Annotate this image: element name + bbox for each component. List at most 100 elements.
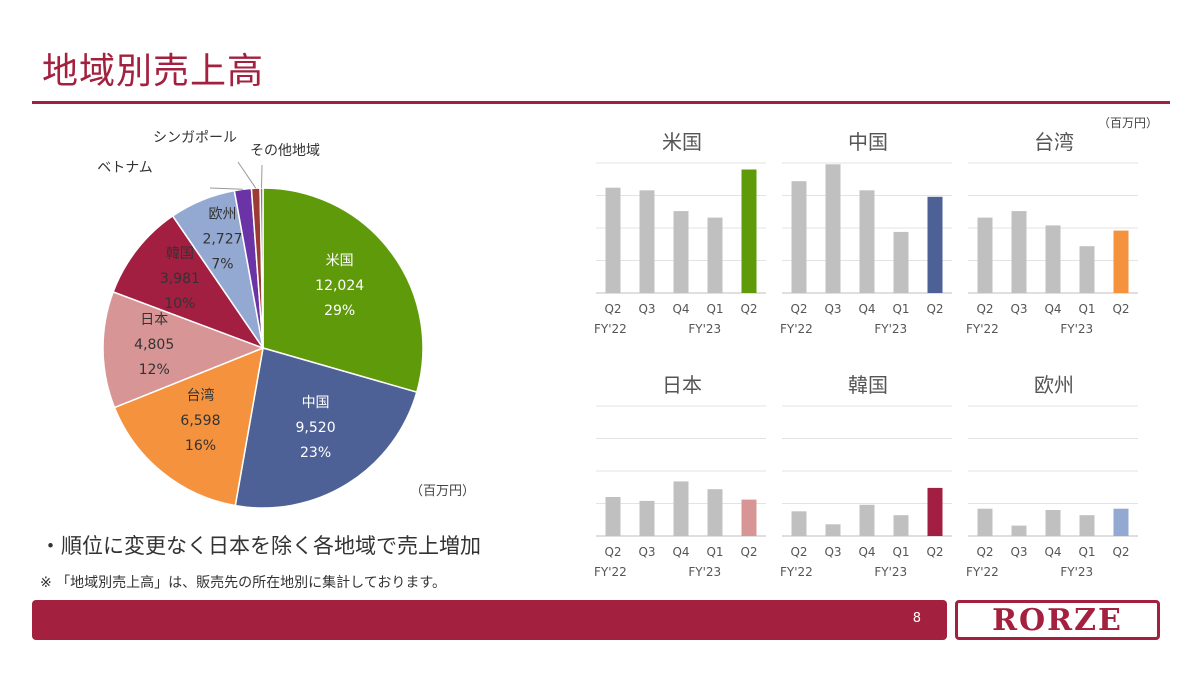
bar — [707, 489, 723, 536]
x-tick-label: Q3 — [1010, 545, 1027, 559]
bar — [605, 187, 621, 293]
x-tick-label: Q2 — [976, 545, 993, 559]
bar — [605, 497, 621, 536]
bar-chart-taiwan: 台湾 Q2 Q3 Q4 Q1 Q2 FY'22 FY'23 — [966, 125, 1142, 365]
company-logo: RORZE — [955, 600, 1160, 640]
pie-slice-1 — [234, 347, 418, 509]
pie-label-1-2: 23% — [300, 445, 331, 461]
pie-label-0-0: 米国 — [326, 253, 354, 269]
x-tick-label: Q3 — [638, 302, 655, 316]
x-tick-label: Q4 — [672, 545, 689, 559]
pie-label-5-1: 2,727 — [202, 232, 242, 248]
bar-chart-korea-svg: 韓国 Q2 Q3 Q4 Q1 Q2 FY'22 FY'23 — [780, 373, 952, 579]
x-tick-label: Q1 — [892, 302, 909, 316]
x-tick-label: Q2 — [1112, 545, 1129, 559]
x-tick-label: Q3 — [824, 545, 841, 559]
bar — [673, 211, 689, 293]
pie-slice-0 — [262, 187, 424, 394]
pie-slice-8 — [259, 187, 264, 349]
x-tick-label: Q4 — [1044, 545, 1061, 559]
pie-chart: 米国 12,024 29% 中国 9,520 23% 台湾 6,598 16% 日本 4,805 12… — [97, 130, 424, 509]
fy-label: FY'23 — [688, 322, 721, 336]
bar — [791, 181, 807, 293]
fy-label: FY'23 — [688, 565, 721, 579]
x-tick-label: Q2 — [1112, 302, 1129, 316]
pie-callout-line-6 — [209, 187, 243, 190]
footnote: ※ 「地域別売上高」は、販売先の所在地別に集計しております。 — [40, 575, 446, 591]
pie-label-4-0: 韓国 — [166, 246, 194, 262]
bar-chart-japan: 日本 Q2 Q3 Q4 Q1 Q2 FY'22 FY'23 — [594, 368, 770, 608]
bar-chart-title: 欧州 — [1034, 373, 1074, 397]
x-tick-label: Q1 — [706, 302, 723, 316]
bar — [977, 508, 993, 536]
bar-chart-china: 中国 Q2 Q3 Q4 Q1 Q2 FY'22 FY'23 — [780, 125, 956, 365]
x-tick-label: Q4 — [858, 545, 875, 559]
bar — [741, 499, 757, 536]
x-tick-label: Q2 — [604, 302, 621, 316]
bar-chart-title: 日本 — [662, 373, 702, 397]
x-tick-label: Q1 — [1078, 302, 1095, 316]
fy-label: FY'23 — [874, 565, 907, 579]
bar — [1045, 225, 1061, 293]
fy-label: FY'23 — [1060, 565, 1093, 579]
footer-bar: 8 — [32, 600, 947, 640]
x-tick-label: Q2 — [740, 302, 757, 316]
x-tick-label: Q1 — [1078, 545, 1095, 559]
bar — [1113, 230, 1129, 293]
pie-slice-3 — [102, 290, 266, 409]
x-tick-label: Q2 — [790, 545, 807, 559]
x-tick-label: Q2 — [740, 545, 757, 559]
fy-label: FY'22 — [780, 322, 813, 336]
bar-chart-us: 米国 Q2 Q3 Q4 Q1 Q2 FY'22 FY'23 — [594, 125, 770, 365]
bar — [1113, 508, 1129, 536]
bar — [639, 190, 655, 293]
bar — [893, 231, 909, 293]
bar-chart-title: 韓国 — [848, 373, 888, 397]
bar-chart-title: 米国 — [662, 130, 702, 154]
bar — [977, 217, 993, 293]
bar-chart-taiwan-svg: 台湾 Q2 Q3 Q4 Q1 Q2 FY'22 FY'23 — [966, 130, 1138, 336]
fy-label: FY'22 — [780, 565, 813, 579]
pie-label-3-2: 12% — [139, 362, 170, 378]
bar — [673, 481, 689, 536]
x-tick-label: Q4 — [858, 302, 875, 316]
pie-label-5-2: 7% — [211, 257, 233, 273]
bar-chart-title: 台湾 — [1034, 130, 1074, 154]
pie-label-4-1: 3,981 — [160, 271, 200, 287]
bar — [893, 515, 909, 536]
fy-label: FY'22 — [966, 565, 999, 579]
bar — [1045, 510, 1061, 536]
x-tick-label: Q2 — [926, 545, 943, 559]
bar — [791, 511, 807, 536]
x-tick-label: Q2 — [976, 302, 993, 316]
page-number: 8 — [912, 611, 921, 626]
bar-chart-europe-svg: 欧州 Q2 Q3 Q4 Q1 Q2 FY'22 FY'23 — [966, 373, 1138, 579]
bar — [1079, 515, 1095, 536]
bar-chart-korea: 韓国 Q2 Q3 Q4 Q1 Q2 FY'22 FY'23 — [780, 368, 956, 608]
x-tick-label: Q1 — [706, 545, 723, 559]
pie-label-1-0: 中国 — [302, 395, 330, 411]
bar — [825, 164, 841, 293]
x-tick-label: Q2 — [790, 302, 807, 316]
bar-unit-label: （百万円） — [1098, 116, 1159, 130]
x-tick-label: Q3 — [824, 302, 841, 316]
pie-chart-container: 米国 12,024 29% 中国 9,520 23% 台湾 6,598 16% 日本 4,805 12… — [0, 110, 560, 530]
x-tick-label: Q4 — [672, 302, 689, 316]
pie-label-1-1: 9,520 — [296, 420, 336, 436]
bar — [859, 190, 875, 293]
summary-bullet: ・順位に変更なく日本を除く各地域で売上増加 — [40, 534, 481, 558]
bar — [825, 524, 841, 536]
pie-callout-line-7 — [237, 161, 257, 189]
pie-label-2-0: 台湾 — [186, 387, 214, 404]
x-tick-label: Q4 — [1044, 302, 1061, 316]
x-tick-label: Q3 — [1010, 302, 1027, 316]
pie-callout-label-6: ベトナム — [97, 160, 153, 176]
bar — [927, 196, 943, 293]
pie-label-5-0: 欧州 — [209, 207, 237, 223]
pie-unit-label: （百万円） — [410, 484, 476, 499]
bar-chart-europe: 欧州 Q2 Q3 Q4 Q1 Q2 FY'22 FY'23 — [966, 368, 1142, 608]
pie-label-2-1: 6,598 — [180, 413, 220, 429]
pie-label-0-2: 29% — [324, 303, 355, 319]
bar-chart-japan-svg: 日本 Q2 Q3 Q4 Q1 Q2 FY'22 FY'23 — [594, 373, 766, 579]
pie-label-3-0: 日本 — [140, 312, 168, 328]
